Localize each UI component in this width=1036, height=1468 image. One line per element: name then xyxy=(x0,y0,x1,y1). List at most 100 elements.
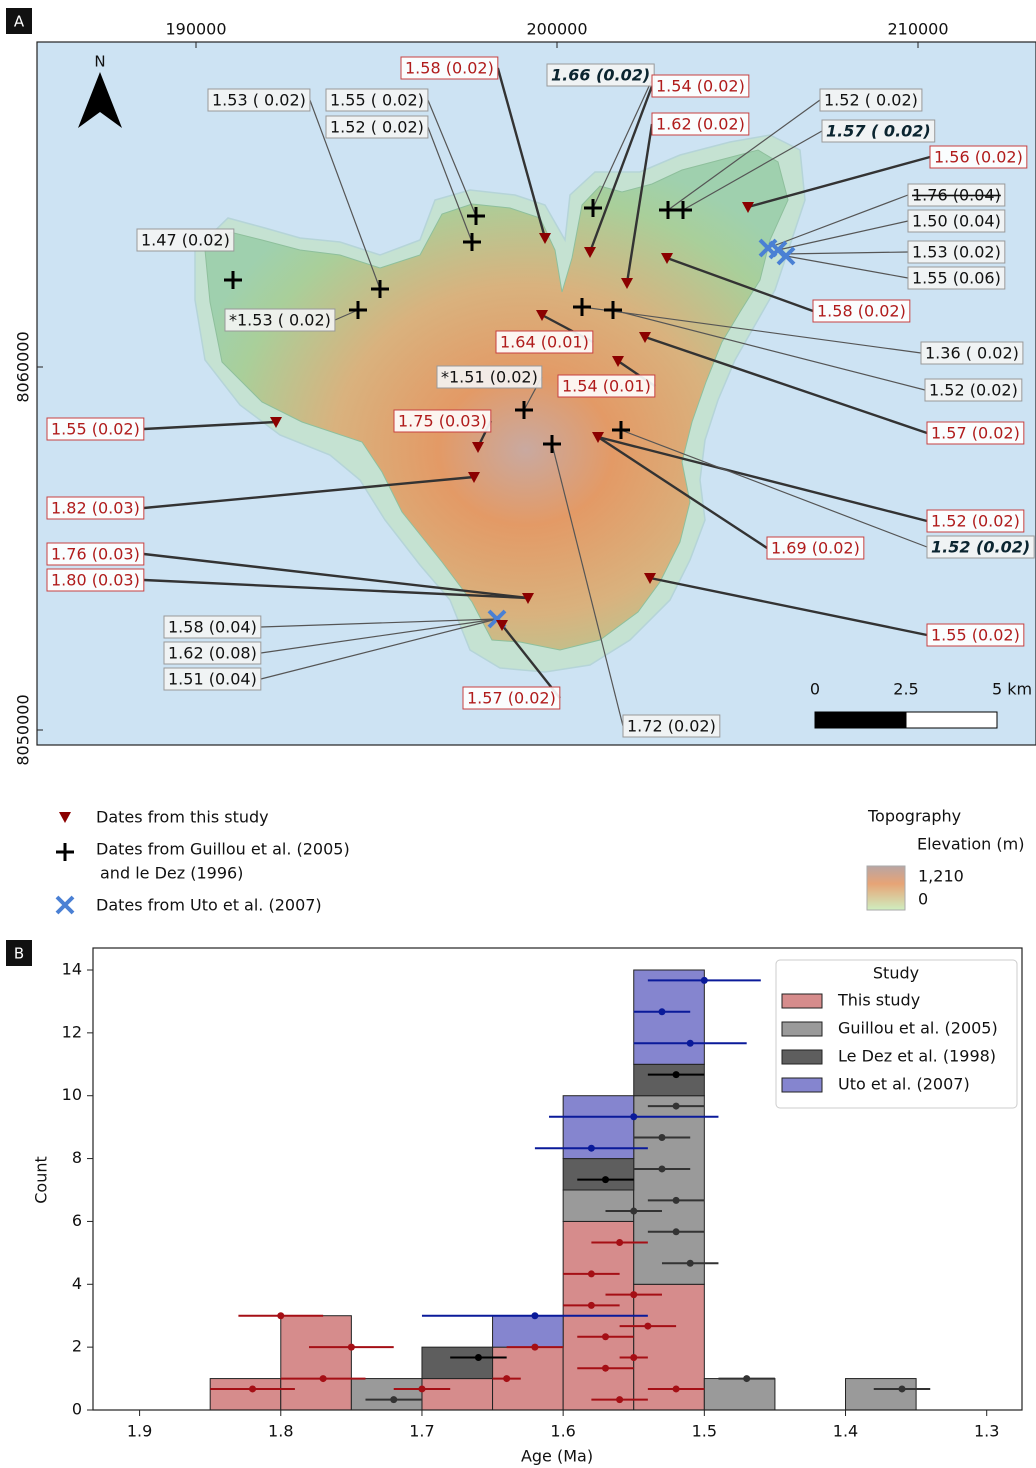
histogram-bar xyxy=(422,1379,493,1410)
age-point xyxy=(503,1375,510,1382)
date-label: 1.50 (0.04) xyxy=(912,212,1001,231)
legend-label: Uto et al. (2007) xyxy=(838,1075,970,1094)
age-point xyxy=(320,1375,327,1382)
panel-label: A xyxy=(14,13,25,31)
date-label: 1.56 (0.02) xyxy=(934,148,1023,167)
date-label: 1.58 (0.04) xyxy=(168,618,257,637)
x-tick-label: 1.3 xyxy=(974,1422,999,1441)
date-label: 1.58 (0.02) xyxy=(817,302,906,321)
x-tick-label: 210000 xyxy=(887,20,948,39)
age-point xyxy=(673,1385,680,1392)
elevation-swatch xyxy=(867,866,905,910)
histogram-bar xyxy=(563,1159,634,1190)
legend-plus xyxy=(56,843,74,861)
histogram-bar xyxy=(563,1190,634,1221)
age-point xyxy=(644,1323,651,1330)
date-label: 1.76 (0.03) xyxy=(51,545,140,564)
age-point xyxy=(616,1239,623,1246)
x-tick-label: 1.8 xyxy=(268,1422,293,1441)
scale-bar xyxy=(815,712,906,728)
age-point xyxy=(630,1208,637,1215)
histogram-bar xyxy=(210,1379,281,1410)
legend-subtitle: Elevation (m) xyxy=(917,835,1024,854)
legend-text: Dates from Uto et al. (2007) xyxy=(96,896,322,915)
age-point xyxy=(418,1385,425,1392)
age-point xyxy=(616,1396,623,1403)
x-tick-label: 1.4 xyxy=(833,1422,858,1441)
date-label: 1.53 (0.02) xyxy=(912,243,1001,262)
date-label: 1.66 (0.02) xyxy=(551,66,650,85)
legend-label: This study xyxy=(837,991,920,1010)
histogram-bar xyxy=(634,1064,705,1095)
y-tick-label: 8060000 xyxy=(14,331,33,402)
age-point xyxy=(249,1385,256,1392)
date-label: 1.75 (0.03) xyxy=(398,412,487,431)
legend-swatch xyxy=(782,1078,822,1092)
date-label: 1.62 (0.08) xyxy=(168,644,257,663)
age-point xyxy=(277,1312,284,1319)
y-tick-label: 2 xyxy=(72,1337,82,1356)
x-tick-label: 1.5 xyxy=(692,1422,717,1441)
histogram-bar xyxy=(351,1379,422,1410)
age-point xyxy=(390,1396,397,1403)
date-label: *1.53 ( 0.02) xyxy=(229,311,331,330)
age-point xyxy=(602,1333,609,1340)
x-tick-label: 1.6 xyxy=(550,1422,575,1441)
date-label: 1.53 ( 0.02) xyxy=(212,91,306,110)
scale-label: 2.5 xyxy=(893,680,918,699)
histogram-bar xyxy=(704,1379,775,1410)
date-label: 1.72 (0.02) xyxy=(627,717,716,736)
age-point xyxy=(630,1354,637,1361)
legend-swatch xyxy=(782,1050,822,1064)
date-label: *1.51 (0.02) xyxy=(441,368,538,387)
date-label: 1.57 ( 0.02) xyxy=(826,122,931,141)
age-point xyxy=(531,1312,538,1319)
date-label: 1.52 (0.02) xyxy=(929,381,1018,400)
date-label: 1.64 (0.01) xyxy=(500,333,589,352)
legend-text: Dates from Guillou et al. (2005) xyxy=(96,840,350,859)
x-tick-label: 1.7 xyxy=(409,1422,434,1441)
y-tick-label: 0 xyxy=(72,1400,82,1419)
age-point xyxy=(687,1040,694,1047)
scale-label: 0 xyxy=(810,680,820,699)
y-tick-label: 4 xyxy=(72,1274,82,1293)
date-label: 1.54 (0.02) xyxy=(656,77,745,96)
age-point xyxy=(658,1165,665,1172)
date-label: 1.55 ( 0.02) xyxy=(330,91,424,110)
age-point xyxy=(588,1145,595,1152)
age-point xyxy=(898,1385,905,1392)
legend-label: Guillou et al. (2005) xyxy=(838,1019,998,1038)
age-point xyxy=(588,1270,595,1277)
age-point xyxy=(602,1176,609,1183)
age-point xyxy=(673,1197,680,1204)
panel-label: B xyxy=(14,945,24,963)
x-tick-label: 1.9 xyxy=(127,1422,152,1441)
age-point xyxy=(743,1375,750,1382)
date-label: 1.52 ( 0.02) xyxy=(330,118,424,137)
elevation-label: 0 xyxy=(918,890,928,909)
legend-title: Study xyxy=(873,964,919,983)
legend-text: Dates from this study xyxy=(96,808,269,827)
age-point xyxy=(658,1134,665,1141)
legend-swatch xyxy=(782,994,822,1008)
date-label: 1.55 (0.02) xyxy=(931,626,1020,645)
histogram-bar xyxy=(846,1379,917,1410)
x-tick-label: 190000 xyxy=(165,20,226,39)
date-label: 1.51 (0.04) xyxy=(168,670,257,689)
age-point xyxy=(630,1291,637,1298)
date-label: 1.47 (0.02) xyxy=(141,231,230,250)
date-label: 1.57 (0.02) xyxy=(467,689,556,708)
date-label: 1.52 (0.02) xyxy=(931,538,1030,557)
date-label: 1.80 (0.03) xyxy=(51,571,140,590)
y-tick-label: 6 xyxy=(72,1211,82,1230)
y-tick-label: 10 xyxy=(62,1085,82,1104)
date-label: 1.54 (0.01) xyxy=(562,377,651,396)
histogram-bar xyxy=(634,970,705,1064)
date-label: 1.82 (0.03) xyxy=(51,499,140,518)
legend-cross xyxy=(57,897,73,913)
age-point xyxy=(630,1113,637,1120)
date-label: 1.36 ( 0.02) xyxy=(925,344,1019,363)
date-label: 1.69 (0.02) xyxy=(771,539,860,558)
x-axis-label: Age (Ma) xyxy=(521,1447,593,1466)
age-point xyxy=(687,1260,694,1267)
